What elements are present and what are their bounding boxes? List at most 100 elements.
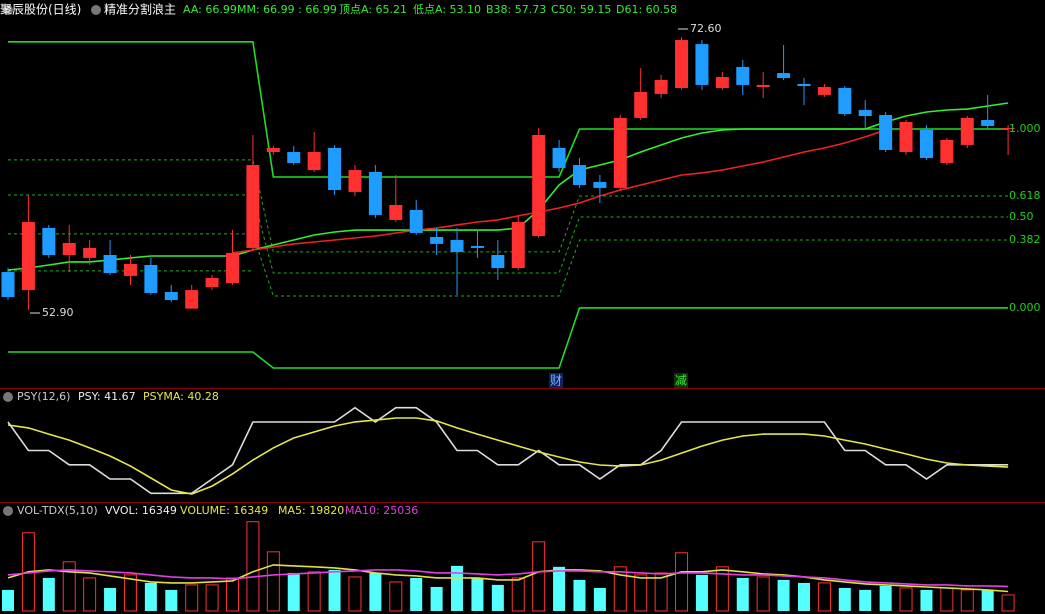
candle-body: [470, 245, 484, 248]
candle-body: [1, 272, 15, 297]
marker: 财: [550, 374, 562, 388]
volume-bar: [675, 552, 689, 612]
menu-icon[interactable]: [3, 506, 13, 516]
volume-bar: [471, 577, 484, 611]
candle-body: [307, 152, 321, 171]
candle-body: [185, 290, 199, 309]
volume-bar: [491, 584, 504, 611]
volume-bar: [226, 577, 240, 612]
menu-icon[interactable]: [3, 392, 13, 402]
level-label: 1.000: [1009, 122, 1041, 135]
header-value: VOLUME: 16349: [180, 504, 268, 517]
header-value: AA: 66.99: [183, 3, 237, 16]
candle-body: [511, 222, 525, 269]
volume-bar: [736, 577, 749, 611]
volume-bar: [369, 572, 382, 611]
candle-body: [572, 165, 586, 186]
candle-body: [756, 84, 770, 88]
volume-bar: [83, 577, 97, 612]
candle-body: [389, 204, 403, 220]
volume-bar: [104, 587, 117, 611]
volume-bar: [613, 566, 627, 612]
volume-bar: [838, 587, 851, 611]
candle-body: [1001, 128, 1015, 130]
candle-body: [103, 254, 117, 274]
volume-bar: [817, 582, 831, 612]
volume-bar: [859, 589, 872, 611]
volume-bar: [634, 574, 648, 612]
volume-bar: [797, 582, 810, 611]
candle-body: [62, 242, 76, 255]
menu-icon[interactable]: [3, 5, 13, 15]
candle-body: [899, 121, 913, 153]
candle-body: [164, 292, 178, 301]
indicator-line: [7, 564, 1009, 593]
indicator-line: [232, 129, 886, 254]
candle-body: [491, 254, 505, 269]
candle-body: [42, 227, 56, 255]
candle-body: [552, 148, 566, 168]
indicator-line: [8, 307, 1009, 369]
header-value: 低点A: 53.10: [413, 3, 481, 16]
volume-bar: [879, 585, 892, 611]
volume-bar: [348, 576, 362, 612]
indicator-line: [7, 406, 1009, 495]
volume-bar: [246, 521, 260, 612]
volume-bar: [287, 572, 300, 611]
candle-body: [144, 264, 158, 293]
volume-bar: [553, 566, 566, 611]
candle-body: [715, 77, 729, 88]
marker-box: [674, 373, 688, 388]
menu-icon[interactable]: [91, 5, 101, 15]
volume-bar: [715, 566, 729, 612]
level-label: 0.50: [1009, 210, 1034, 223]
price-annotation: 72.60: [690, 22, 722, 35]
volume-bar: [430, 586, 443, 611]
candle-body: [450, 240, 464, 252]
indicator-line: [8, 194, 1009, 274]
volume-bar: [1001, 594, 1015, 612]
volume-bar: [960, 589, 974, 612]
candle-body: [205, 278, 219, 288]
level-label: 0.000: [1009, 301, 1041, 314]
header-value: PSY: 41.67: [78, 390, 136, 403]
volume-bar: [573, 579, 586, 611]
header-value: PSYMA: 40.28: [143, 390, 219, 403]
candle-body: [858, 110, 872, 116]
volume-bar: [920, 589, 933, 611]
volume-bar: [62, 561, 76, 612]
volume-bar: [307, 571, 321, 612]
candle-body: [348, 170, 362, 192]
candle-body: [430, 236, 444, 244]
candle-body: [817, 87, 831, 95]
marker: 减: [675, 374, 687, 388]
level-label: 0.618: [1009, 189, 1041, 202]
volume-bar: [2, 589, 14, 611]
candle-body: [266, 148, 280, 153]
candle-body: [123, 264, 137, 276]
candle-body: [695, 44, 709, 85]
volume-bar: [654, 572, 668, 612]
price-annotation: 52.90: [42, 306, 74, 319]
candle-body: [634, 92, 648, 118]
candle-body: [613, 117, 627, 188]
volume-bar: [389, 581, 403, 612]
candle-body: [838, 87, 852, 115]
candle-body: [83, 247, 97, 258]
volume-bar: [410, 577, 423, 611]
volume-bar: [756, 576, 770, 612]
stock-title: 聚辰股份(日线): [0, 3, 81, 17]
volume-bar: [328, 569, 341, 611]
candle-body: [246, 165, 260, 248]
level-label: 0.382: [1009, 233, 1041, 246]
volume-bar: [899, 587, 913, 612]
header-value: MA10: 25036: [345, 504, 418, 517]
indicator-line: [7, 102, 1009, 271]
candle-body: [593, 181, 607, 188]
candle-body: [409, 209, 423, 233]
header-value: B38: 57.73: [486, 3, 546, 16]
candle-body: [797, 83, 811, 87]
